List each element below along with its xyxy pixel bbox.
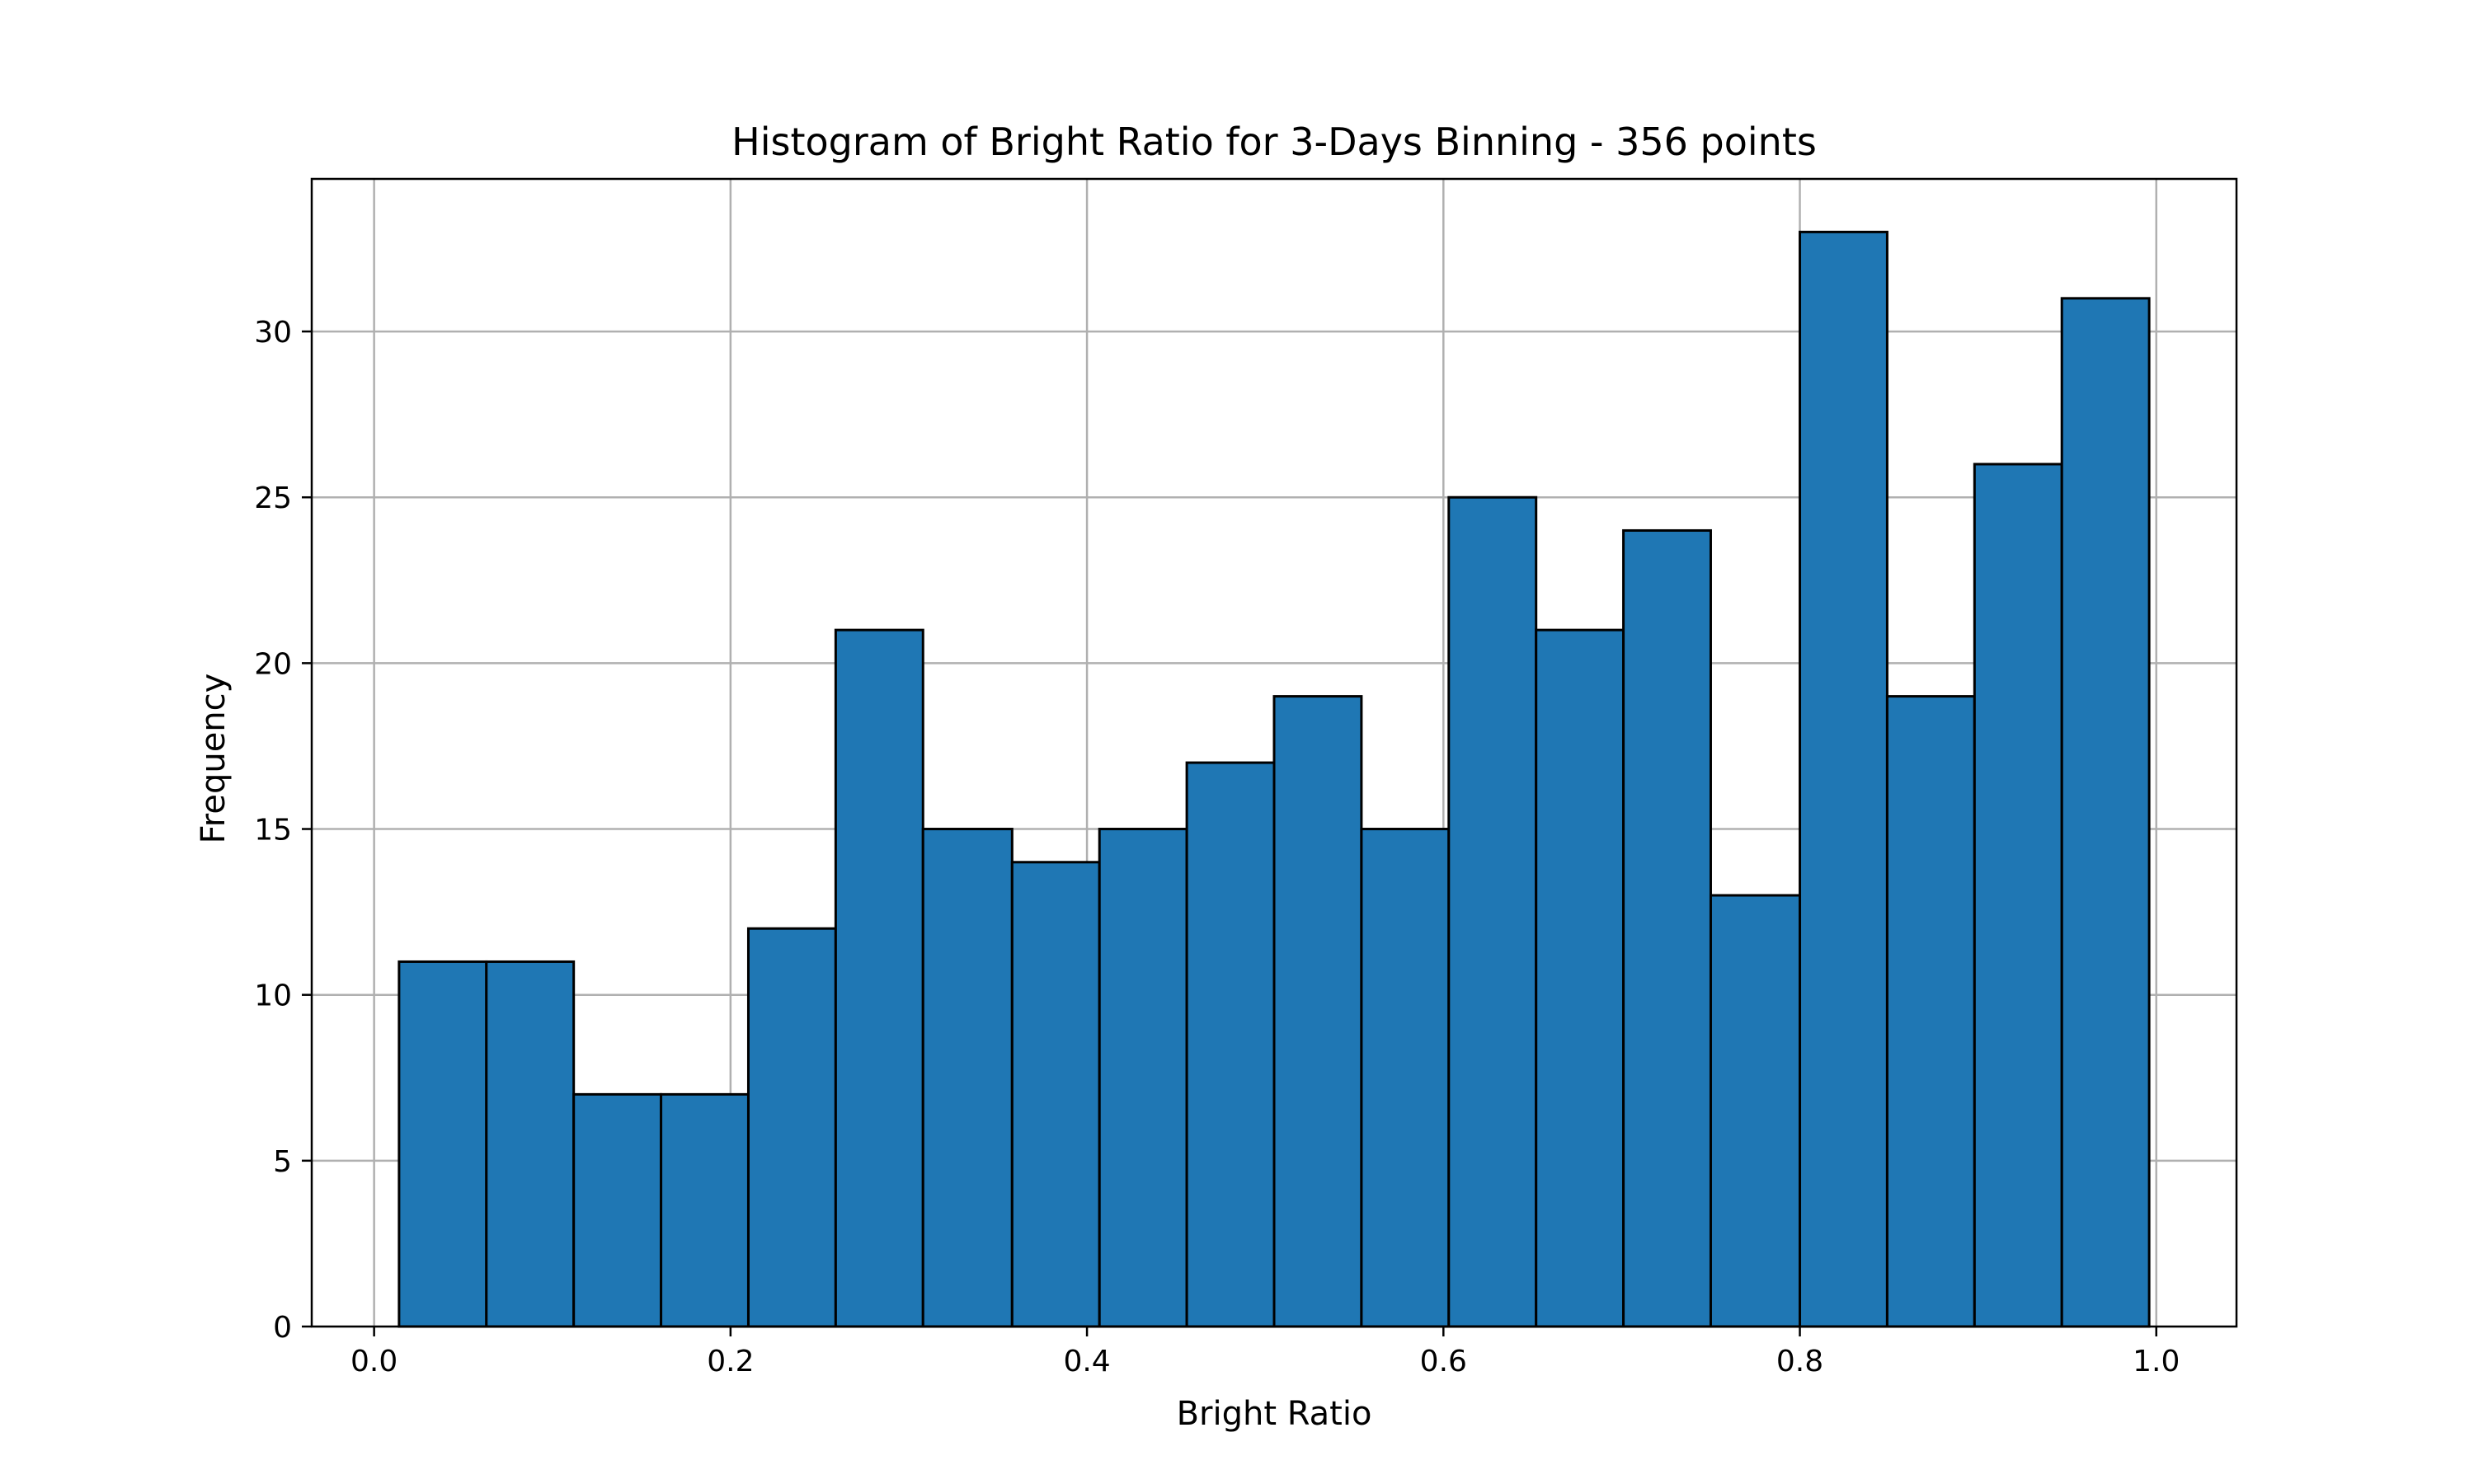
histogram-bar [834,628,924,1328]
y-tick-label: 30 [254,316,292,350]
histogram-bar [1010,861,1101,1328]
y-tick-label: 10 [254,979,292,1013]
x-tick-label: 0.4 [1063,1345,1110,1378]
histogram-bar [660,1092,750,1328]
x-axis-label: Bright Ratio [1177,1395,1372,1433]
x-tick-label: 0.0 [350,1345,397,1378]
y-tick-label: 0 [273,1311,292,1345]
x-axis-ticks: 0.0 0.2 0.4 0.6 0.8 1.0 [350,1327,2180,1378]
histogram-bar [746,927,837,1328]
histogram-bar [1447,495,1538,1328]
histogram-bar [1535,628,1625,1328]
y-tick-label: 15 [254,814,292,848]
x-tick-label: 1.0 [2133,1345,2180,1378]
histogram-bar [1622,528,1712,1328]
histogram-bar [1185,761,1276,1328]
histogram-bar [1885,695,1976,1328]
histogram-bar [1098,828,1188,1328]
y-axis-ticks: 0 5 10 15 20 25 30 [254,316,312,1345]
histogram-bars [397,230,2151,1328]
histogram-bar [1360,828,1451,1328]
histogram-bar [1272,695,1363,1328]
x-tick-label: 0.6 [1420,1345,1467,1378]
x-tick-label: 0.2 [707,1345,754,1378]
y-tick-label: 25 [254,481,292,515]
x-tick-label: 0.8 [1776,1345,1823,1378]
chart-title: Histogram of Bright Ratio for 3-Days Bin… [731,120,1817,164]
histogram-bar [921,828,1014,1328]
histogram-bar [1973,463,2063,1328]
y-tick-label: 5 [273,1145,292,1179]
y-tick-label: 20 [254,647,292,681]
histogram-bar [1799,230,1888,1328]
histogram-bar [485,960,576,1328]
plot-frame [310,177,2238,1328]
histogram-bar [2060,297,2151,1328]
histogram-bar [397,960,488,1328]
histogram-bar [1709,894,1802,1328]
y-axis-label: Frequency [195,674,233,844]
histogram-bar [572,1092,663,1328]
